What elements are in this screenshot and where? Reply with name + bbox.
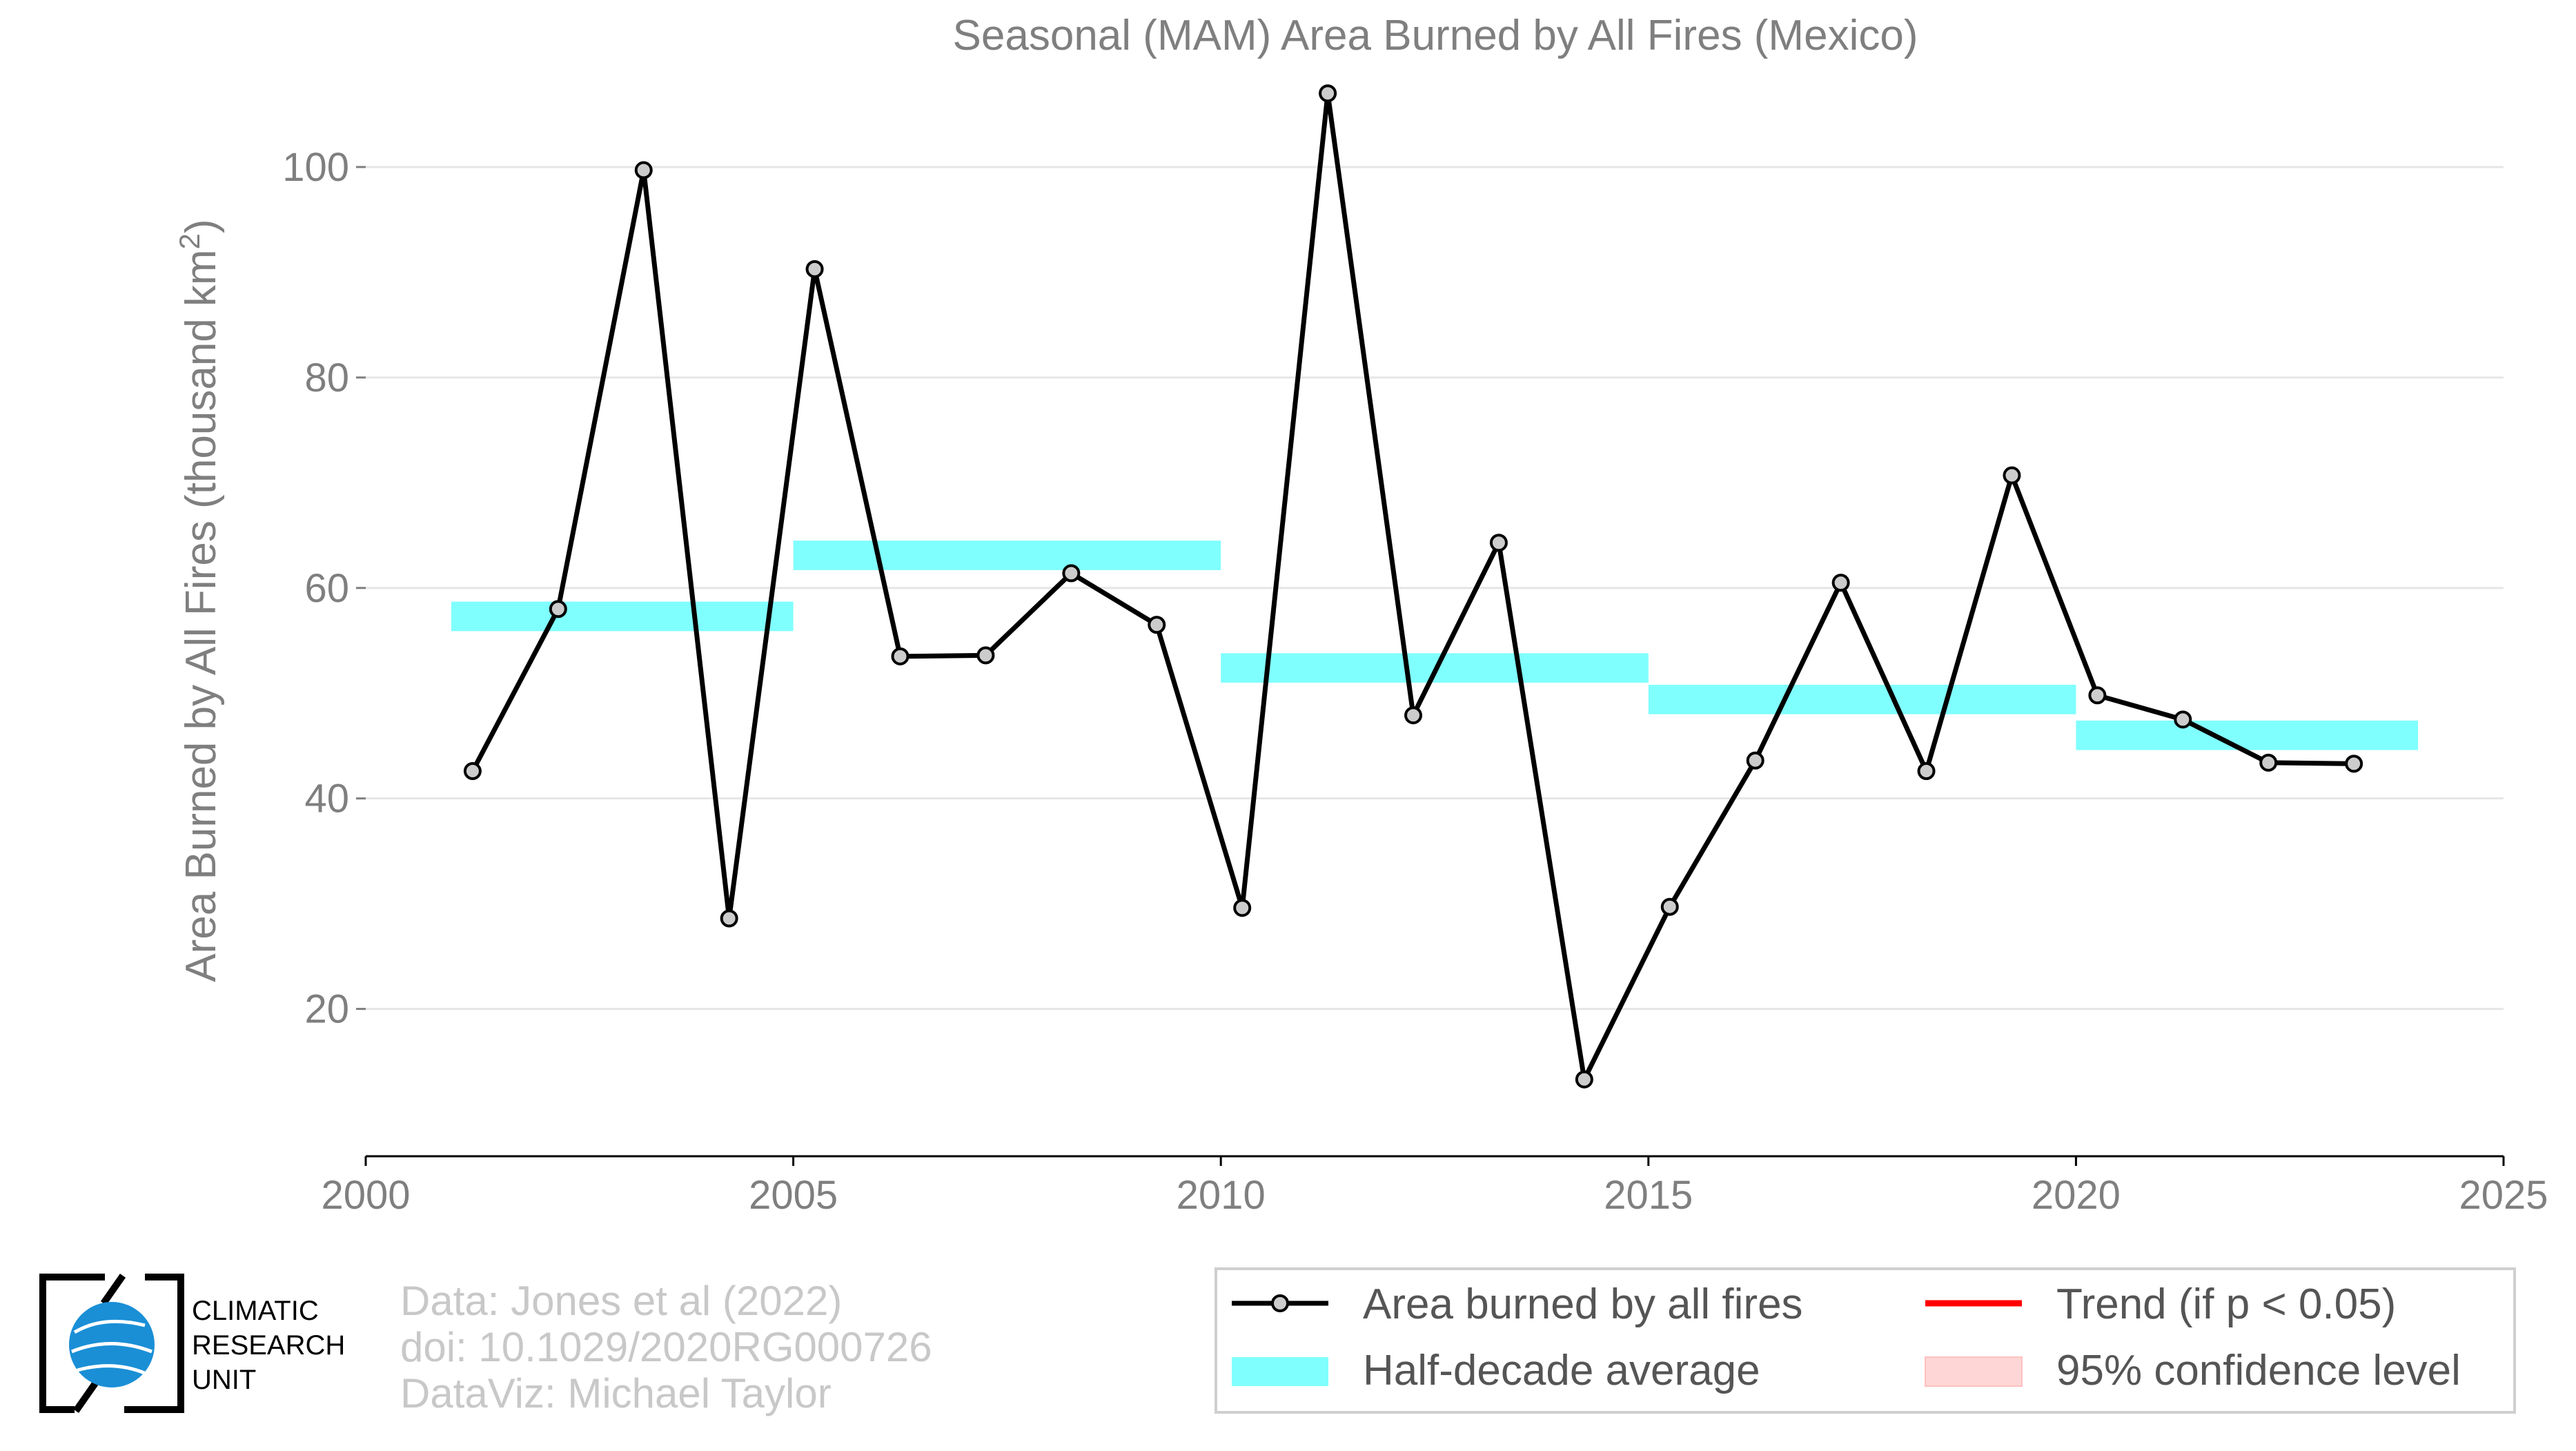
half-decade-band [451, 601, 794, 632]
x-tick-label: 2025 [2459, 1173, 2548, 1218]
data-point [549, 600, 567, 619]
x-tick-label: 2015 [1604, 1173, 1693, 1218]
x-tick-label: 2010 [1177, 1173, 1266, 1218]
y-tick-label: 80 [304, 356, 349, 400]
data-point [1746, 751, 1764, 770]
legend-label-confidence: 95% confidence level [2056, 1347, 2461, 1394]
data-point [1489, 534, 1508, 552]
y-axis-label-superscript: 2 [173, 233, 206, 249]
series-line-layer [470, 90, 2354, 1082]
data-point [1660, 897, 1679, 916]
series-markers [463, 84, 2363, 1089]
data-point [805, 260, 824, 278]
logo-text-line3: UNIT [192, 1365, 256, 1395]
legend-swatch-half-decade [1232, 1357, 1328, 1386]
data-point [463, 762, 482, 781]
half-decade-bands [451, 541, 2419, 750]
credit-data: Data: Jones et al (2022) [400, 1278, 842, 1324]
data-point [1917, 762, 1936, 781]
data-point [891, 647, 910, 665]
legend-marker-area-burned [1271, 1294, 1289, 1312]
data-point [1148, 616, 1166, 634]
legend-swatch-confidence [1925, 1356, 2023, 1387]
logo-text-line1: CLIMATIC [192, 1296, 319, 1326]
y-tick-label: 40 [304, 777, 349, 821]
legend-label-trend: Trend (if p < 0.05) [2056, 1280, 2396, 1328]
logo-slash-top [100, 1274, 126, 1305]
half-decade-band [793, 541, 1221, 570]
globe-icon [69, 1302, 155, 1387]
cru-logo: CLIMATIC RESEARCH UNIT [39, 1274, 345, 1413]
data-point [1575, 1070, 1593, 1089]
axes: 20 40 60 80 100 2000 2005 2010 2015 2020 2025 [282, 145, 2548, 1218]
logo-bracket-left [39, 1274, 105, 1413]
data-point [1233, 899, 1252, 917]
logo-slash-bottom [72, 1381, 99, 1413]
legend-label-half-decade: Half-decade average [1363, 1347, 1760, 1394]
logo-text-line2: RESEARCH [192, 1330, 345, 1361]
data-point [720, 909, 738, 928]
data-point [2259, 753, 2278, 772]
data-point [2088, 686, 2107, 705]
y-tick-label: 100 [282, 145, 349, 190]
x-tick-label: 2005 [749, 1173, 838, 1218]
legend-frame [1215, 1267, 2516, 1414]
credit-dataviz: DataViz: Michael Taylor [400, 1370, 832, 1416]
legend: Area burned by all fires Trend (if p < 0… [1215, 1267, 2516, 1414]
credit-doi: doi: 10.1029/2020RG000726 [400, 1324, 932, 1370]
data-point [1831, 574, 1850, 592]
y-axis-label: Area Burned by All Fires (thousand km2) [173, 219, 226, 982]
legend-label-area-burned: Area burned by all fires [1363, 1280, 1803, 1328]
half-decade-band [1648, 685, 2076, 714]
logo-bracket-right [124, 1274, 184, 1413]
half-decade-band [2076, 720, 2419, 750]
x-tick-label: 2020 [2032, 1173, 2121, 1218]
chart-title: Seasonal (MAM) Area Burned by All Fires … [953, 12, 1918, 59]
data-point [2345, 754, 2363, 773]
y-tick-label: 60 [304, 566, 349, 611]
data-point [2003, 466, 2021, 485]
x-tick-label: 2000 [321, 1173, 410, 1218]
y-tick-label: 20 [304, 987, 349, 1032]
gridlines [366, 166, 2504, 1011]
data-point [1404, 706, 1423, 725]
data-point [2174, 710, 2192, 729]
series-line [470, 90, 2354, 1082]
data-point [1062, 564, 1081, 583]
data-point [976, 646, 995, 665]
data-point [634, 161, 653, 179]
data-point [1319, 84, 1337, 103]
